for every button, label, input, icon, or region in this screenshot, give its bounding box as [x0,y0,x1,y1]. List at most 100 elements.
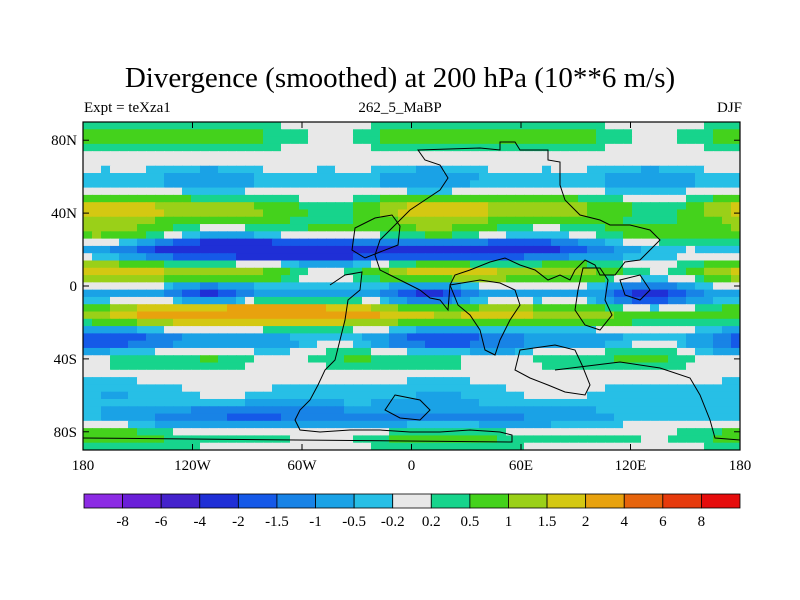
heatmap-cell [407,304,417,313]
heatmap-cell [389,340,399,349]
heatmap-cell [254,355,264,364]
heatmap-cell [632,347,642,356]
heatmap-cell [344,289,354,298]
heatmap-cell [533,318,543,327]
heatmap-cell [578,340,588,349]
heatmap-cell [461,209,471,218]
heatmap-cell [101,333,111,342]
heatmap-cell [209,406,219,415]
heatmap-cell [488,413,498,422]
heatmap-cell [83,420,93,429]
heatmap-cell [578,326,588,334]
heatmap-cell [623,165,633,174]
heatmap-cell [488,296,498,305]
heatmap-cell [641,384,651,393]
heatmap-cell [362,326,372,334]
heatmap-cell [569,275,579,283]
heatmap-cell [137,362,147,371]
heatmap-cell [434,231,444,240]
heatmap-cell [173,209,183,218]
heatmap-cell [353,202,363,211]
heatmap-cell [155,304,165,313]
heatmap-cell [632,296,642,305]
heatmap-cell [704,435,714,444]
heatmap-cell [299,245,309,254]
heatmap-cell [182,209,192,218]
heatmap-cell [722,158,732,167]
heatmap-cell [632,238,642,247]
heatmap-cell [218,209,228,218]
heatmap-cell [515,194,525,203]
heatmap-cell [695,406,705,415]
heatmap-cell [380,442,390,450]
heatmap-cell [389,194,399,203]
heatmap-cell [506,122,516,130]
heatmap-cell [371,245,381,254]
heatmap-cell [110,318,120,327]
heatmap-cell [668,369,678,378]
heatmap-cell [686,165,696,174]
heatmap-cell [560,326,570,334]
heatmap-cell [164,224,174,232]
heatmap-cell [488,369,498,378]
heatmap-cell [461,260,471,269]
heatmap-cell [524,136,534,145]
heatmap-cell [434,289,444,298]
heatmap-cell [353,442,363,450]
heatmap-cell [587,267,597,276]
heatmap-cell [614,260,624,269]
heatmap-cell [659,413,669,422]
heatmap-cell [146,224,156,232]
heatmap-cell [443,129,453,138]
heatmap-cell [686,406,696,415]
heatmap-cell [722,275,732,283]
heatmap-cell [461,311,471,320]
heatmap-cell [344,260,354,269]
colorbar-label: 0.2 [422,514,441,530]
heatmap-cell [659,238,669,247]
heatmap-cell [326,377,336,385]
heatmap-cell [542,304,552,313]
heatmap-cell [695,362,705,371]
heatmap-cell [641,304,651,313]
heatmap-cell [227,282,237,291]
heatmap-cell [389,238,399,247]
heatmap-cell [479,362,489,371]
heatmap-cell [308,260,318,269]
heatmap-cell [677,202,687,211]
heatmap-cell [92,282,102,291]
heatmap-cell [668,355,678,364]
heatmap-cell [236,391,246,400]
heatmap-cell [101,275,111,283]
heatmap-cell [335,384,345,393]
heatmap-cell [443,165,453,174]
heatmap-cell [488,428,498,437]
heatmap-cell [398,384,408,393]
heatmap-cell [146,180,156,189]
heatmap-cell [110,187,120,196]
heatmap-cell [434,136,444,145]
heatmap-cell [335,355,345,364]
heatmap-cell [407,435,417,444]
heatmap-cell [218,260,228,269]
heatmap-cell [263,158,273,167]
heatmap-cell [578,296,588,305]
heatmap-cell [119,304,129,313]
heatmap-cell [452,245,462,254]
heatmap-cell [704,391,714,400]
heatmap-cell [245,369,255,378]
heatmap-cell [245,362,255,371]
heatmap-cell [83,194,93,203]
y-tick-label: 40N [51,206,77,222]
heatmap-cell [416,267,426,276]
heatmap-cell [587,355,597,364]
heatmap-cell [668,398,678,407]
heatmap-cell [137,267,147,276]
heatmap-cell [380,391,390,400]
heatmap-cell [209,428,219,437]
heatmap-cell [380,202,390,211]
heatmap-cell [632,333,642,342]
heatmap-cell [182,318,192,327]
heatmap-cell [254,238,264,247]
heatmap-cell [533,260,543,269]
